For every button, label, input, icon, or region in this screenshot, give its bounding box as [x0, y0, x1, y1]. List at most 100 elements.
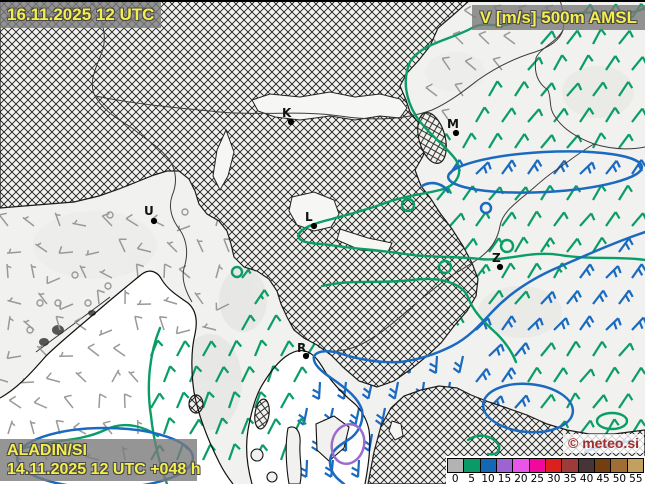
wind-barb	[98, 329, 113, 336]
island-cres	[285, 426, 302, 484]
coastline-kvarner	[246, 350, 371, 484]
wind-barb	[527, 108, 544, 123]
city-dot	[150, 217, 158, 225]
wind-barb	[125, 213, 139, 227]
legend-swatch	[513, 459, 530, 472]
city-label: K	[282, 106, 292, 120]
isotach-15ms-loop	[330, 422, 366, 466]
legend-swatch	[464, 459, 481, 472]
wind-barb	[579, 54, 594, 71]
wind-barb	[501, 159, 517, 175]
calm-wind-circle	[54, 299, 62, 307]
wind-barb	[514, 81, 530, 97]
wind-barb	[503, 31, 516, 45]
wind-barb	[605, 265, 622, 279]
wind-barb	[592, 81, 608, 97]
isotach-5ms-central	[320, 277, 518, 364]
wind-barb	[579, 368, 596, 383]
legend-tick-label: 40	[579, 473, 594, 484]
wind-barb	[566, 134, 583, 149]
wind-barb	[514, 133, 530, 149]
wind-barb	[441, 108, 451, 123]
calm-wind-circle	[104, 282, 112, 290]
legend-swatch	[562, 459, 579, 472]
wind-barb	[454, 82, 464, 97]
wind-barb	[631, 367, 645, 383]
wind-barb	[579, 419, 595, 435]
wind-barb	[7, 315, 14, 331]
legend-swatch	[480, 459, 497, 472]
wind-barb	[166, 241, 178, 253]
valley-gap	[388, 420, 404, 441]
city-dot	[287, 118, 295, 126]
wind-barb	[618, 133, 634, 149]
wind-barb	[605, 418, 620, 435]
wind-barb	[592, 236, 608, 253]
wind-barb	[475, 161, 492, 175]
city-label: U	[144, 204, 154, 218]
wind-barb	[163, 296, 178, 305]
wind-barb	[579, 212, 596, 227]
wind-barb	[35, 242, 48, 253]
wind-barb	[58, 245, 74, 254]
wind-barb	[553, 107, 569, 123]
legend-swatch	[594, 459, 612, 472]
wind-barb	[6, 248, 22, 254]
wind-barb	[176, 340, 191, 357]
island	[266, 471, 278, 483]
wind-barb	[196, 238, 204, 253]
wind-barb	[425, 83, 438, 97]
border-italy	[91, 0, 193, 303]
wind-barb	[241, 366, 255, 383]
isotach-10ms-frag	[420, 181, 450, 194]
wind-barb	[527, 262, 542, 279]
wind-barb	[464, 57, 477, 71]
wind-barb	[553, 211, 569, 227]
adriatic-sea	[0, 271, 233, 484]
city-dot	[310, 222, 318, 230]
legend-swatch	[496, 459, 514, 472]
wind-barb	[96, 289, 105, 305]
wind-barb	[478, 30, 490, 45]
model-info-box: ALADIN/SI 14.11.2025 12 UTC +048 h	[0, 439, 200, 481]
wind-barb	[605, 366, 620, 383]
lagoon-barrier	[35, 296, 111, 353]
wind-barb	[227, 391, 241, 409]
wind-barb	[540, 237, 556, 253]
soca-valley	[212, 128, 235, 192]
city-dot	[452, 129, 460, 137]
wind-barb	[501, 107, 517, 123]
wind-barb	[134, 315, 143, 331]
isotach-5ms-loop	[400, 197, 416, 213]
calm-wind-circle	[84, 299, 92, 307]
wind-barb	[113, 343, 126, 357]
legend-tick-label: 55	[629, 473, 643, 484]
wind-barb	[488, 80, 503, 97]
terrain-shading-layer	[33, 52, 634, 430]
wind-barb	[150, 392, 165, 409]
legend-tick-label: 25	[530, 473, 544, 484]
wind-barb	[215, 366, 230, 383]
wind-barb	[201, 391, 215, 409]
pohorje-hatch	[417, 112, 447, 164]
borders-layer	[91, 0, 645, 353]
wind-barb	[605, 106, 621, 123]
wind-barb	[631, 107, 645, 123]
wind-barb	[514, 342, 531, 357]
wind-barb	[553, 367, 569, 383]
wind-barb	[135, 263, 144, 279]
border-hungary	[534, 29, 645, 150]
top-border	[0, 0, 645, 2]
wind-barb	[55, 315, 64, 331]
wind-barb	[592, 132, 607, 149]
wind-barb	[388, 381, 400, 400]
city-marker-M: M	[447, 117, 460, 137]
wind-barb	[123, 393, 132, 409]
wind-barb	[527, 317, 544, 331]
border-croatia	[321, 143, 595, 353]
wind-barb	[488, 132, 503, 149]
wind-barb	[631, 56, 645, 71]
wind-barb	[7, 420, 16, 435]
wind-barb	[240, 417, 255, 435]
legend-tick-label: 0	[451, 473, 459, 484]
